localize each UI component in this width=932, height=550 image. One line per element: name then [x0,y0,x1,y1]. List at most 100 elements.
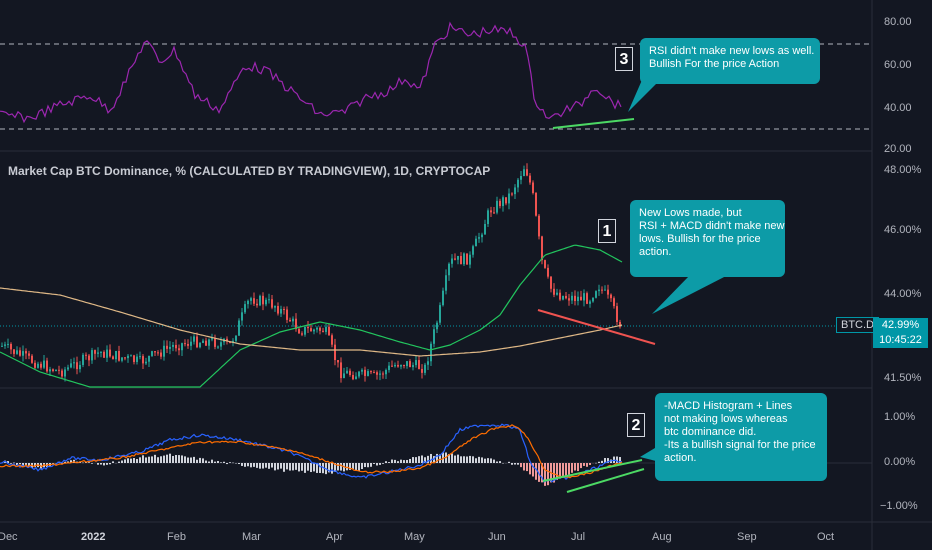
macd-tick-label: 1.00% [884,411,915,423]
macd-histogram-bar [319,463,321,473]
macd-histogram-bar [130,458,132,463]
macd-histogram-bar [598,461,600,463]
candle-body [25,351,27,354]
candle-body [259,295,261,306]
last-price-label: 42.99% [873,318,928,333]
candle-body [544,260,546,268]
macd-histogram-bar [160,456,162,463]
macd-histogram-bar [463,456,465,463]
candle-body [358,371,360,377]
candle-body [193,336,195,342]
candle-body [421,368,423,373]
candle-body [448,263,450,276]
macd-histogram-bar [70,460,72,463]
candle-body [313,329,315,332]
macd-histogram-bar [301,463,303,471]
candle-body [79,364,81,370]
callout-line: not making lows whereas [664,413,788,425]
candle-body [424,364,426,373]
countdown-label: 10:45:22 [873,333,928,348]
candle-body [592,297,594,302]
macd-histogram-bar [529,463,531,475]
candle-body [619,321,621,327]
moving-average-tan [0,287,623,357]
candle-body [28,353,30,356]
macd-histogram-bar [568,463,570,475]
candle-body [616,306,618,322]
candle-body [580,296,582,301]
annotation-number-3: 3 [615,47,633,71]
candle-body [91,350,93,361]
candle-body [337,360,339,363]
candle-body [370,371,372,373]
candle-body [577,296,579,302]
candle-body [352,374,354,380]
candle-body [466,253,468,265]
candle-body [490,210,492,213]
macd-histogram-bar [145,457,147,463]
candle-body [586,293,588,304]
macd-histogram-bar [448,453,450,463]
candle-body [340,362,342,379]
rsi-tick-label: 40.00 [884,102,912,114]
macd-histogram-bar [490,458,492,463]
candle-body [442,290,444,306]
price-tick-label: 41.50% [884,372,922,384]
macd-histogram-bar [406,459,408,463]
x-tick-label: Mar [242,531,261,543]
macd-histogram-bar [316,463,318,473]
callout-line: RSI + MACD didn't make new [639,220,785,232]
candle-body [46,360,48,372]
x-tick-label: Sep [737,531,757,543]
candle-body [142,356,144,364]
macd-histogram-bar [394,459,396,463]
candle-body [247,300,249,305]
chart-title: Market Cap BTC Dominance, % (CALCULATED … [8,164,491,178]
candle-body [250,298,252,301]
macd-histogram-bar [100,463,102,465]
candle-body [154,351,156,353]
macd-histogram-bar [502,462,504,464]
candle-body [565,295,567,299]
candle-body [334,344,336,361]
macd-histogram-bar [436,453,438,463]
candle-body [133,355,135,362]
macd-histogram-bar [451,453,453,463]
candle-body [304,326,306,335]
macd-histogram-bar [472,456,474,463]
candle-body [49,369,51,372]
macd-histogram-bar [577,463,579,472]
macd-histogram-bar [157,457,159,463]
candle-body [202,340,204,343]
x-tick-label: Aug [652,531,672,543]
x-tick-label: Dec [0,531,18,543]
macd-histogram-bar [82,462,84,464]
candle-body [178,348,180,351]
macd-histogram-bar [274,463,276,471]
macd-histogram-bar [400,459,402,463]
macd-tick-label: 0.00% [884,456,915,468]
rsi-tick-label: 80.00 [884,16,912,28]
candle-body [499,200,501,207]
candle-body [397,364,399,367]
macd-histogram-bar [244,463,246,467]
candle-body [97,352,99,354]
macd-histogram-bar [514,463,516,465]
macd-histogram-bar [295,463,297,470]
macd-histogram-bar [34,463,36,468]
candle-body [406,361,408,367]
candle-body [100,351,102,353]
candle-body [571,295,573,301]
candle-body [187,343,189,346]
candle-body [541,236,543,261]
macd-histogram-bar [286,463,288,470]
candle-body [130,355,132,357]
candle-body [121,357,123,361]
candle-body [379,373,381,375]
candle-body [610,294,612,299]
candle-body [76,362,78,370]
macd-histogram-bar [217,461,219,463]
candle-body [484,223,486,235]
candle-body [310,328,312,332]
